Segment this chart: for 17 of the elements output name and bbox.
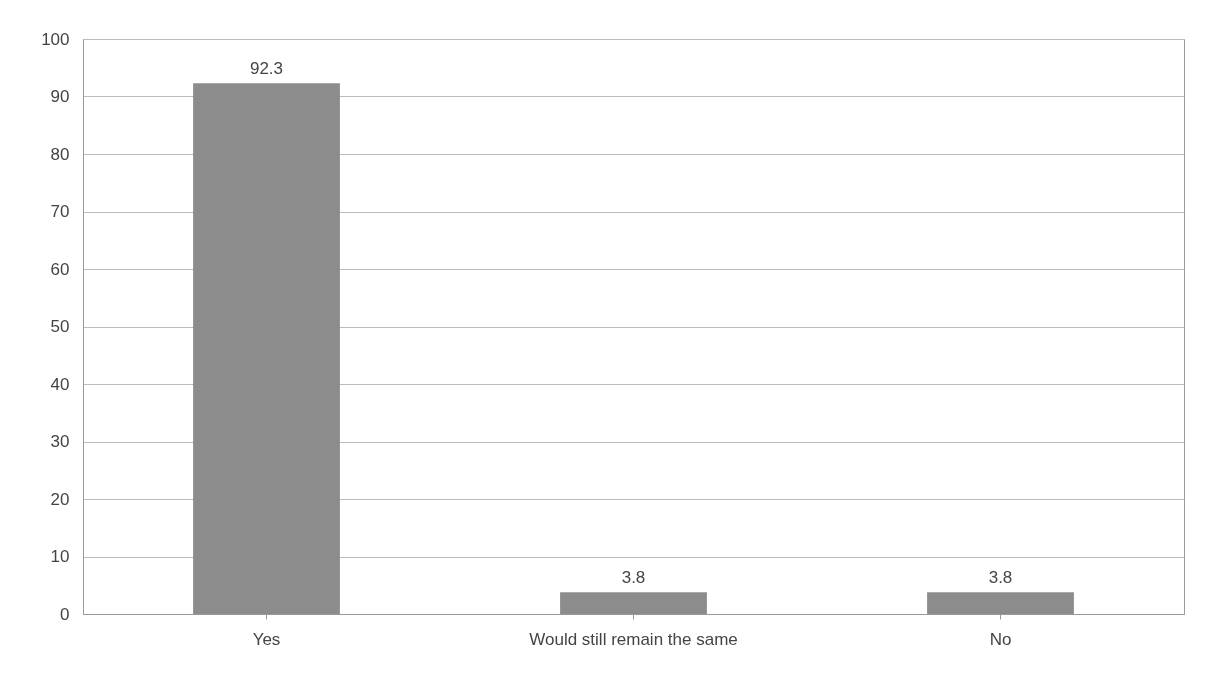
data-label: 3.8	[988, 568, 1013, 588]
y-tick-label: 0	[60, 604, 70, 624]
x-tick-label: Would still remain the same	[529, 629, 738, 649]
x-tick-label: No	[989, 629, 1012, 649]
data-label: 3.8	[621, 568, 646, 588]
y-tick-label: 20	[50, 489, 70, 509]
data-label: 92.3	[249, 59, 284, 79]
y-tick-label: 90	[50, 87, 70, 106]
y-tick-label: 40	[50, 374, 70, 394]
y-tick-label: 60	[50, 259, 70, 279]
y-tick-label: 50	[50, 317, 70, 336]
y-tick-label: 70	[50, 202, 70, 221]
y-tick-label: 80	[50, 144, 70, 164]
y-tick-label: 10	[50, 547, 70, 566]
x-tick-label: Yes	[252, 629, 281, 649]
y-tick-label: 30	[50, 432, 70, 451]
y-tick-label: 100	[41, 29, 70, 49]
